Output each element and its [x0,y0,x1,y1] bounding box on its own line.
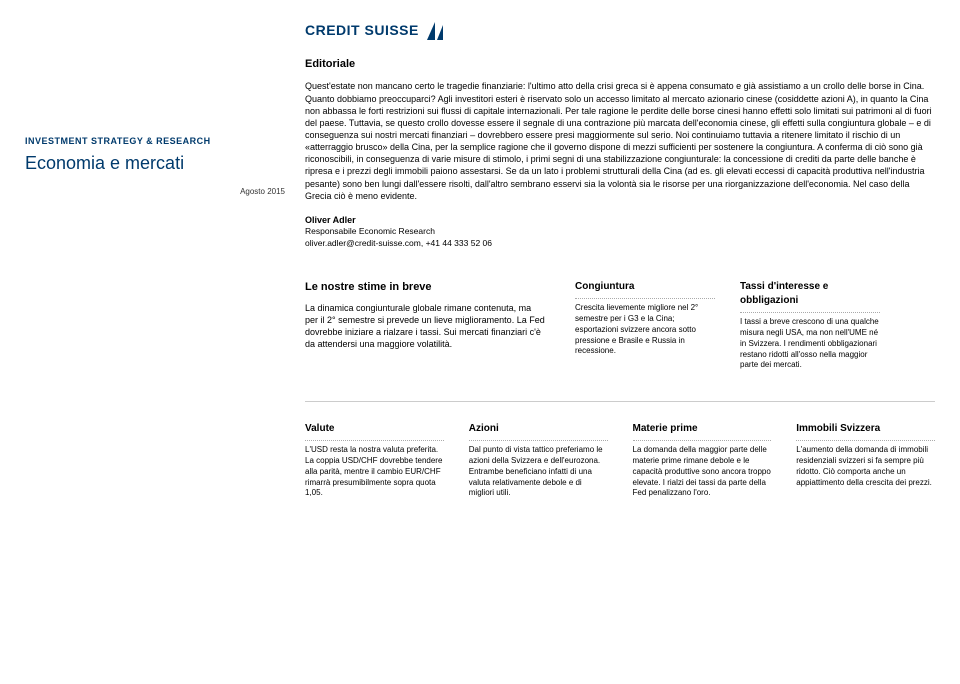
category-body: L'aumento della domanda di immobili resi… [796,445,935,488]
sidebar: INVESTMENT STRATEGY & RESEARCH Economia … [25,20,285,499]
date-label: Agosto 2015 [25,186,285,197]
category-title: Immobili Svizzera [796,422,935,441]
page: INVESTMENT STRATEGY & RESEARCH Economia … [0,0,960,519]
category-title: Azioni [469,422,608,441]
author-role: Responsabile Economic Research [305,226,935,238]
category-immobili: Immobili Svizzera L'aumento della domand… [796,422,935,499]
brand-sails-icon [425,20,451,42]
author-block: Oliver Adler Responsabile Economic Resea… [305,214,935,250]
category-body: La domanda della maggior parte delle mat… [633,445,772,499]
estimate-col-title: Congiuntura [575,280,715,299]
editorial-body: Quest'estate non mancano certo le traged… [305,80,935,201]
brand-logo: CREDIT SUISSE [305,20,935,42]
category-title: Materie prime [633,422,772,441]
estimate-col-body: I tassi a breve crescono di una qualche … [740,317,880,371]
estimate-col-congiuntura: Congiuntura Crescita lievemente migliore… [575,280,715,371]
section-title: Economia e mercati [25,151,285,176]
category-materie-prime: Materie prime La domanda della maggior p… [633,422,772,499]
main-content: CREDIT SUISSE Editoriale Quest'estate no… [305,20,935,499]
estimates-summary: Le nostre stime in breve La dinamica con… [305,280,545,371]
category-azioni: Azioni Dal punto di vista tattico prefer… [469,422,608,499]
strategy-label: INVESTMENT STRATEGY & RESEARCH [25,135,285,148]
estimates-row: Le nostre stime in breve La dinamica con… [305,280,935,371]
category-valute: Valute L'USD resta la nostra valuta pref… [305,422,444,499]
estimates-columns: Congiuntura Crescita lievemente migliore… [575,280,880,371]
brand-text: CREDIT SUISSE [305,21,419,41]
author-name: Oliver Adler [305,214,935,227]
estimates-body: La dinamica congiunturale globale rimane… [305,302,545,351]
author-contact: oliver.adler@credit-suisse.com, +41 44 3… [305,238,935,250]
category-body: Dal punto di vista tattico preferiamo le… [469,445,608,499]
estimate-col-title: Tassi d'interesse e obbligazioni [740,280,880,313]
estimate-col-tassi: Tassi d'interesse e obbligazioni I tassi… [740,280,880,371]
category-body: L'USD resta la nostra valuta preferita. … [305,445,444,499]
editorial-title: Editoriale [305,57,935,72]
category-title: Valute [305,422,444,441]
estimates-title: Le nostre stime in breve [305,280,545,295]
estimate-col-body: Crescita lievemente migliore nel 2° seme… [575,303,715,357]
categories-row: Valute L'USD resta la nostra valuta pref… [305,401,935,499]
